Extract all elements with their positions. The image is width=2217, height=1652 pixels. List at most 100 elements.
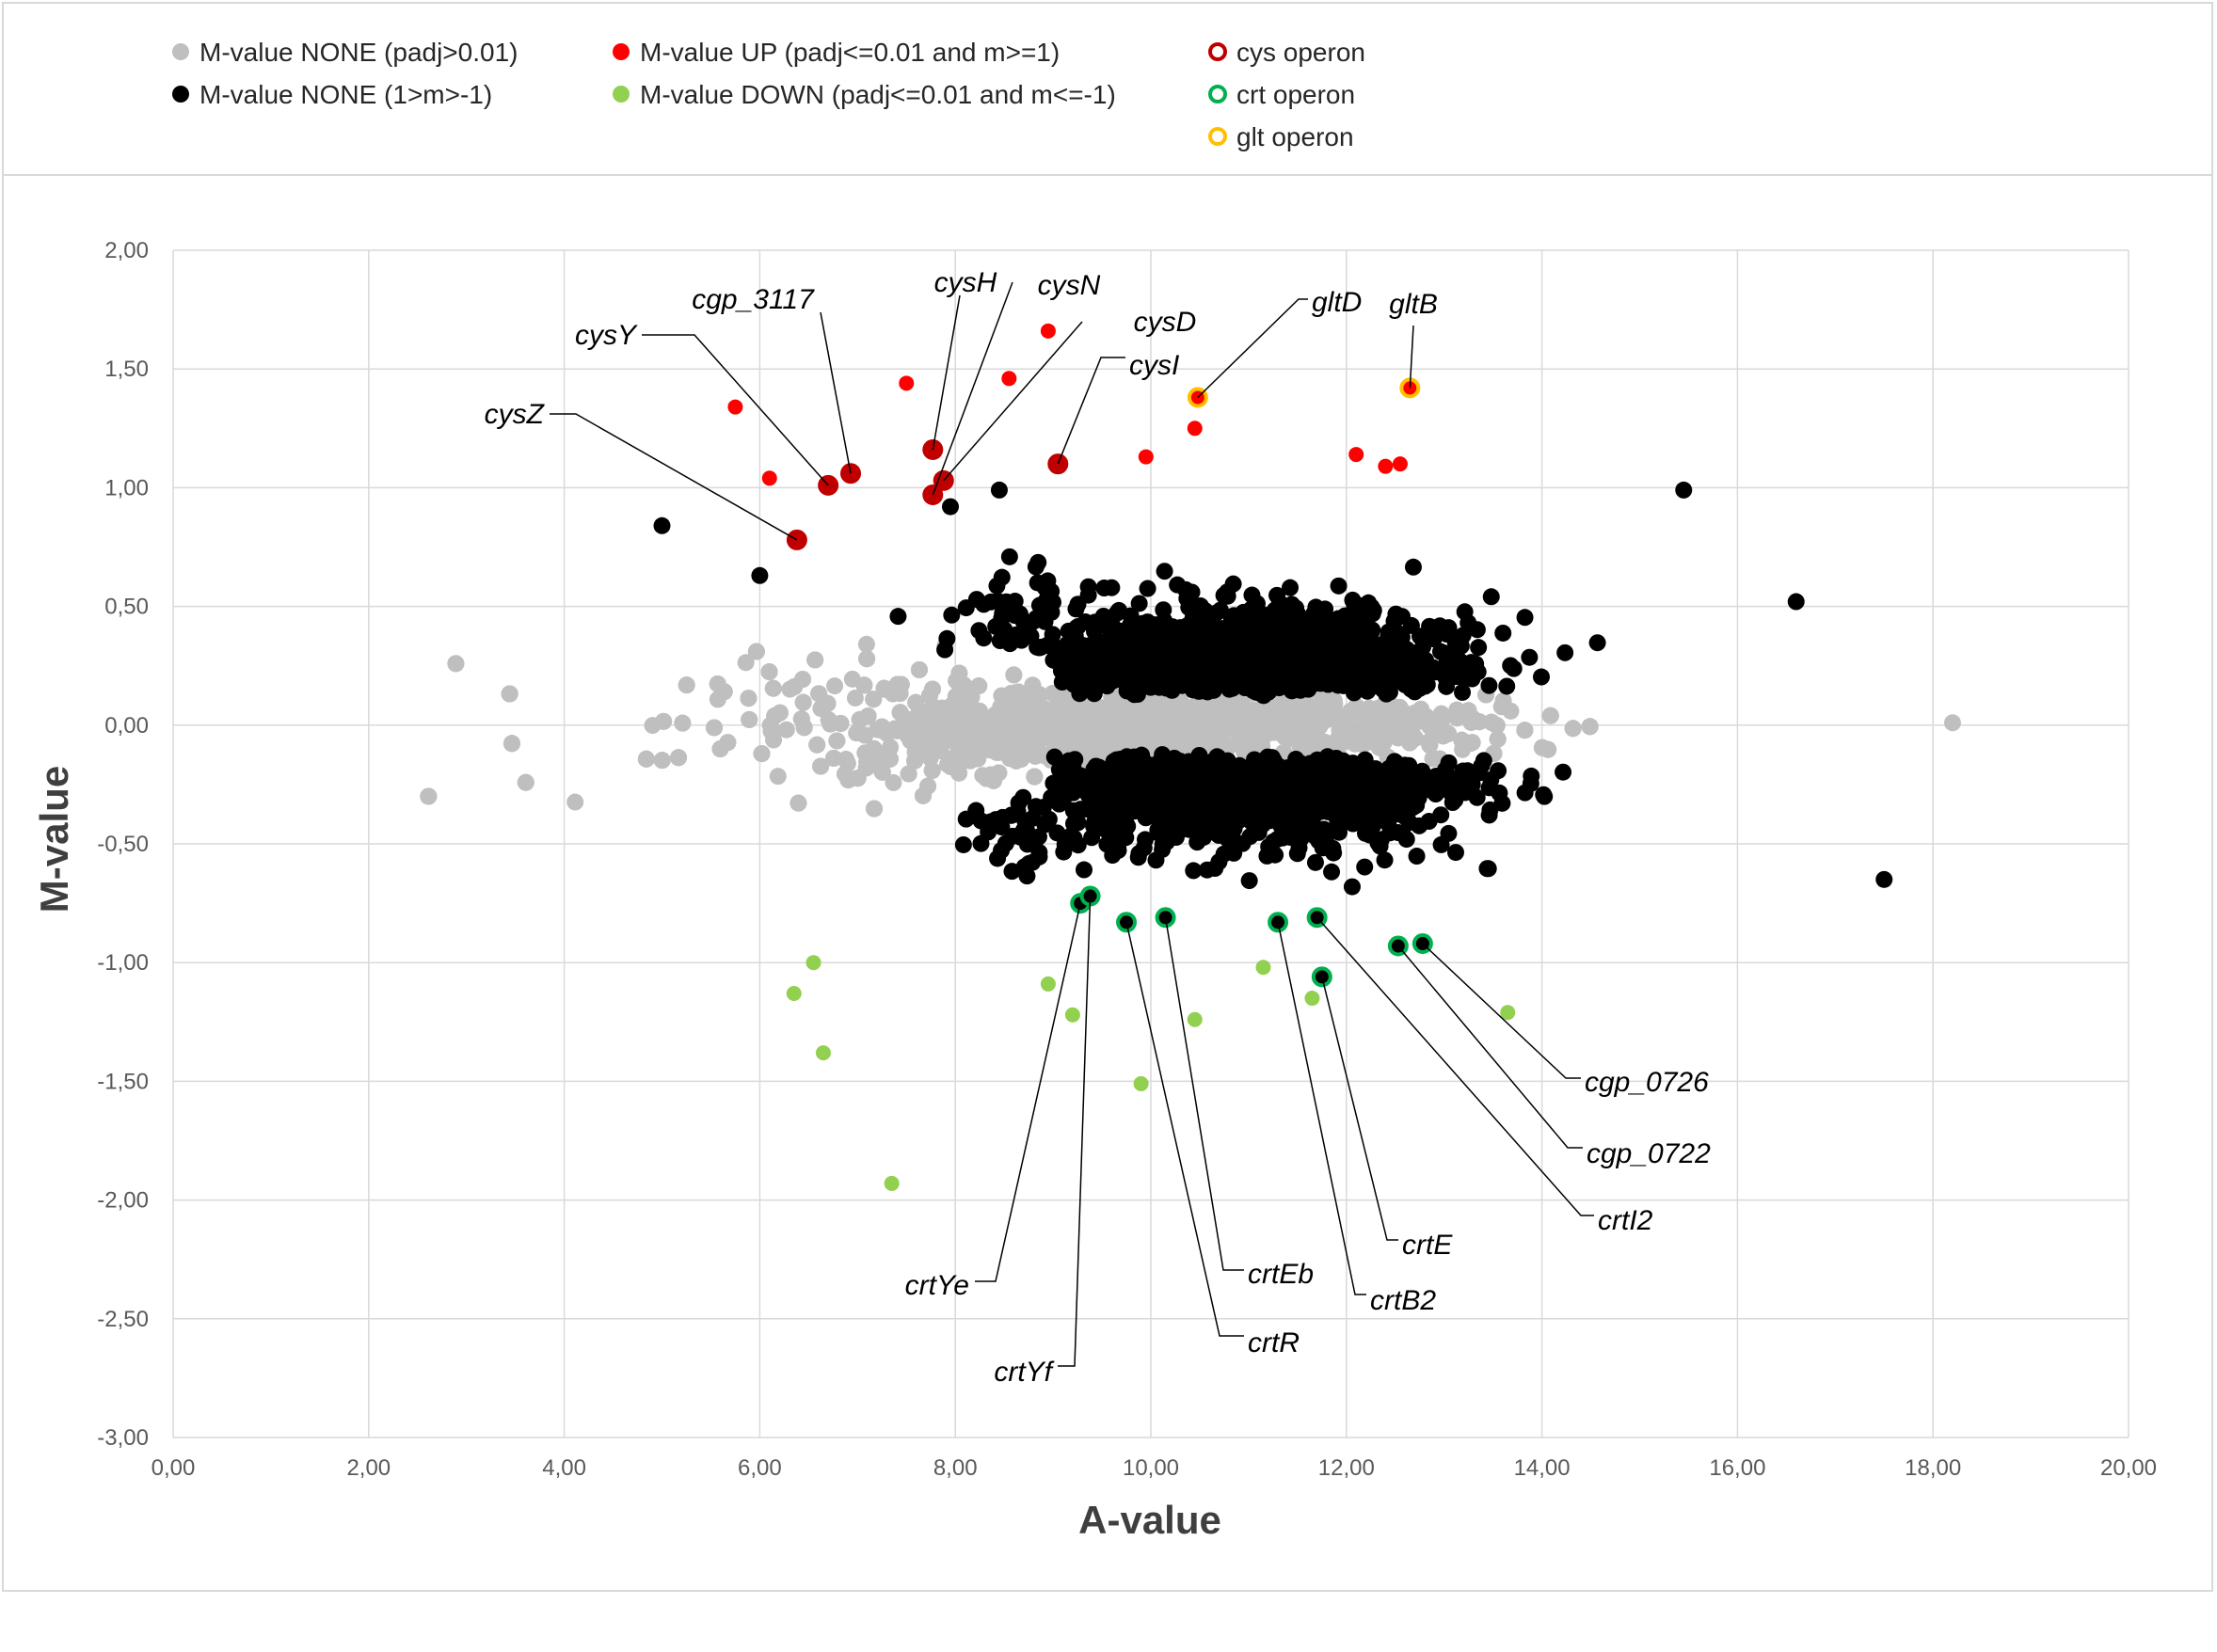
bulk-point-black xyxy=(1356,858,1374,876)
gene-label-cysZ: cysZ xyxy=(485,399,546,430)
bulk-point-black xyxy=(1447,844,1465,862)
data-point xyxy=(1500,1005,1516,1021)
data-point-ring-cgp_0722 xyxy=(1387,935,1409,957)
data-point xyxy=(786,986,802,1002)
bulk-point-outlier xyxy=(751,566,769,584)
bulk-point-grey xyxy=(753,745,771,763)
bulk-point-black xyxy=(1054,792,1072,810)
bulk-point-black xyxy=(1319,802,1337,820)
bulk-point-black xyxy=(1039,572,1057,590)
bulk-point-black xyxy=(1404,558,1422,576)
x-tick-label: 20,00 xyxy=(2100,1455,2157,1481)
bulk-point-grey xyxy=(806,651,824,669)
bulk-point-grey xyxy=(1050,705,1068,723)
bulk-point-grey xyxy=(447,655,465,673)
bulk-point-grey xyxy=(1026,768,1044,786)
bulk-point-grey xyxy=(1354,736,1372,754)
bulk-point-black xyxy=(1268,586,1286,604)
gene-label-crtE: crtE xyxy=(1402,1230,1453,1261)
bulk-point-black xyxy=(1029,553,1047,571)
bulk-point-black xyxy=(1282,579,1300,596)
bulk-point-grey xyxy=(946,748,964,766)
data-point-ring-cysZ xyxy=(786,529,807,550)
bulk-point-black xyxy=(1400,814,1418,832)
leader-line-crtEb xyxy=(1164,917,1244,1271)
bulk-point-grey xyxy=(1581,718,1599,736)
bulk-point-black xyxy=(1240,872,1258,890)
bulk-point-grey xyxy=(961,747,979,765)
bulk-point-black xyxy=(1213,642,1231,659)
bulk-point-black xyxy=(1185,659,1203,676)
bulk-point-grey xyxy=(969,731,987,749)
legend-label-crt: crt operon xyxy=(1236,80,1355,109)
leader-line-crtR xyxy=(1125,922,1244,1337)
bulk-point-black xyxy=(1311,673,1329,691)
bulk-point-grey xyxy=(1064,698,1082,716)
bulk-point-black xyxy=(1453,669,1471,687)
bulk-point-black xyxy=(1535,786,1553,803)
bulk-point-black xyxy=(1427,768,1444,786)
bulk-point-black xyxy=(1193,802,1211,820)
bulk-point-grey xyxy=(885,773,902,791)
data-point-ring-cysH xyxy=(922,439,944,461)
bulk-point-grey xyxy=(762,723,780,740)
bulk-point-black xyxy=(1075,861,1093,879)
bulk-point-black xyxy=(1252,670,1270,688)
bulk-point-black xyxy=(1000,548,1018,565)
bulk-point-grey xyxy=(1194,717,1212,735)
legend-marker-crt xyxy=(1208,85,1227,103)
bulk-point-black xyxy=(1505,659,1523,677)
bulk-point-grey xyxy=(1516,722,1534,739)
bulk-point-grey xyxy=(846,689,864,707)
bulk-point-grey xyxy=(1453,731,1471,749)
bulk-point-black xyxy=(1044,594,1061,612)
bulk-point-black xyxy=(1385,799,1403,817)
gene-label-cgp_0722: cgp_0722 xyxy=(1587,1138,1711,1169)
bulk-point-black xyxy=(943,606,961,624)
bulk-point-grey xyxy=(790,794,807,812)
bulk-point-grey xyxy=(1388,698,1406,716)
bulk-point-grey xyxy=(777,721,795,739)
bulk-point-black xyxy=(1180,820,1198,838)
bulk-point-black xyxy=(1264,630,1282,648)
legend-label-down: M-value DOWN (padj<=0.01 and m<=-1) xyxy=(640,80,1116,109)
bulk-point-black xyxy=(1153,826,1171,844)
bulk-point-black xyxy=(1224,575,1242,593)
bulk-point-outlier xyxy=(1943,714,1961,732)
bulk-point-black xyxy=(1262,755,1280,772)
data-point xyxy=(1040,976,1056,992)
bulk-point-grey xyxy=(706,719,724,737)
bulk-point-grey xyxy=(866,800,884,818)
bulk-point-black xyxy=(1095,580,1113,597)
bulk-point-outlier xyxy=(653,516,671,534)
bulk-point-grey xyxy=(653,752,671,770)
bulk-point-black xyxy=(1369,797,1387,815)
bulk-point-black xyxy=(1156,563,1173,580)
bulk-point-grey xyxy=(858,650,876,668)
bulk-point-black xyxy=(1132,624,1150,642)
bulk-point-grey xyxy=(954,730,972,748)
bulk-point-black xyxy=(1532,668,1550,686)
leader-line-gltD xyxy=(1197,298,1308,399)
bulk-point-black xyxy=(1278,669,1296,687)
bulk-point-black xyxy=(1356,794,1374,812)
bulk-point-black xyxy=(1473,757,1491,775)
bulk-point-black xyxy=(1556,643,1574,661)
bulk-point-black xyxy=(1408,848,1426,866)
bulk-point-grey xyxy=(766,707,784,724)
leader-line-cysZ xyxy=(550,413,798,541)
bulk-point-black xyxy=(1494,624,1512,642)
bulk-point-outlier xyxy=(1875,870,1893,888)
gene-label-cysN: cysN xyxy=(1038,270,1101,301)
bulk-point-grey xyxy=(795,719,813,737)
y-tick-label: 0,00 xyxy=(104,713,149,739)
legend-label-none_m: M-value NONE (1>m>-1) xyxy=(199,80,492,109)
x-tick-label: 4,00 xyxy=(542,1455,586,1481)
bulk-point-black xyxy=(1069,814,1087,832)
leader-line-crtI2 xyxy=(1316,916,1594,1216)
bulk-point-grey xyxy=(760,663,778,681)
bulk-point-black xyxy=(938,629,956,647)
gene-label-crtR: crtR xyxy=(1248,1327,1300,1358)
bulk-point-black xyxy=(1250,773,1268,791)
bulk-point-black xyxy=(1324,839,1342,857)
